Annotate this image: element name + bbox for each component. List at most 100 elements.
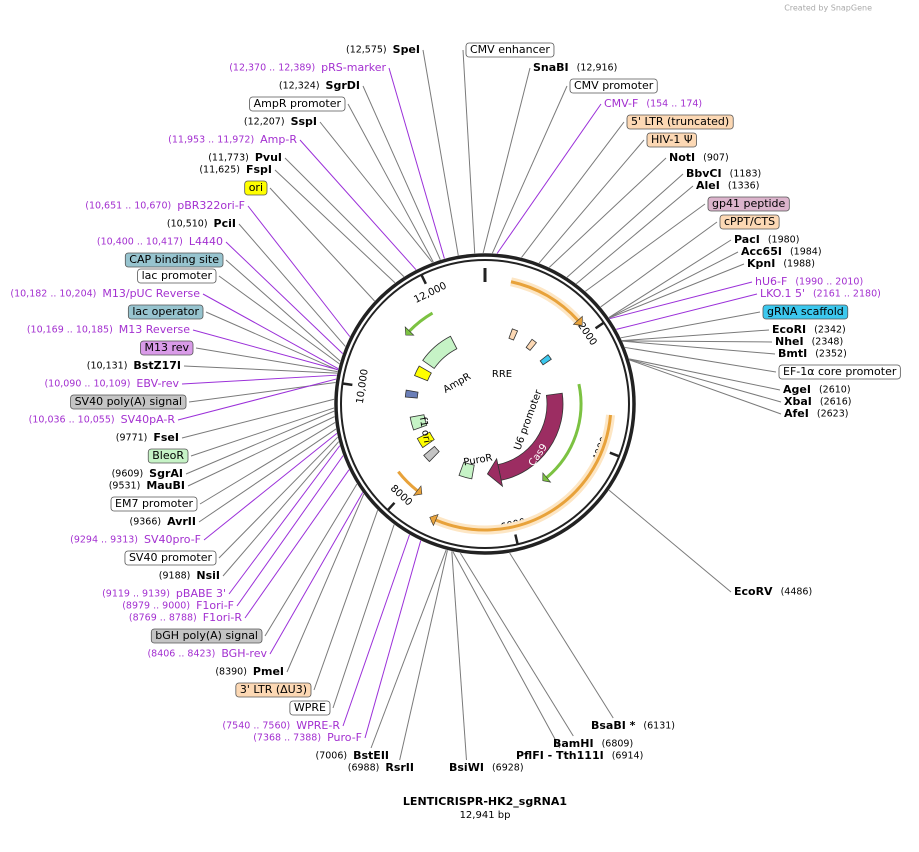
feature-name: AmpR (442, 371, 473, 395)
small-orange-arc-head (412, 485, 423, 496)
position-label: (8390) (215, 667, 247, 678)
leader-line (332, 524, 395, 709)
feature-box (465, 42, 555, 58)
leader-line (284, 157, 405, 278)
leader-line (422, 49, 459, 256)
feature-label: CMV enhancer (470, 43, 550, 56)
leader-line (548, 157, 667, 268)
leader-line (205, 311, 339, 371)
position-label: (6809) (602, 739, 634, 750)
plasmid-size: 12,941 bp (460, 810, 511, 821)
site-label: AfeI (784, 407, 809, 420)
position-label: (12,370 .. 12,389) (229, 63, 315, 74)
ampr-band (422, 335, 458, 369)
feature-box (646, 132, 697, 148)
position-label: (9609) (112, 469, 144, 480)
feature-box (235, 682, 312, 698)
feature-name: f1 ori (417, 416, 432, 444)
position-label: (1990 .. 2010) (795, 277, 863, 288)
site-label: FspI (246, 163, 272, 176)
leader-line (575, 185, 694, 285)
primer-label: SV40pA-R (121, 413, 176, 426)
feature-label: CAP binding site (129, 253, 219, 266)
site-label: NotI (669, 151, 695, 164)
leader-line (183, 365, 338, 374)
site-label: Acc65I (741, 245, 782, 258)
feature-label: ori (249, 181, 263, 194)
feature-box (289, 700, 331, 716)
feature-box (70, 394, 187, 410)
position-label: (1980) (768, 235, 800, 246)
position-label: (10,036 .. 10,055) (29, 415, 115, 426)
feature-box (249, 96, 346, 112)
leader-line (202, 293, 339, 370)
position-label: (7540 .. 7560) (222, 721, 290, 732)
position-label: (9531) (109, 481, 141, 492)
site-label: XbaI (784, 395, 812, 408)
primer-label: M13 Reverse (119, 323, 190, 336)
ruler-tick (386, 501, 396, 512)
feature-label: bGH poly(A) signal (155, 629, 258, 642)
leader-line (459, 552, 574, 737)
feature-label: EM7 promoter (115, 497, 193, 510)
leader-line (629, 358, 782, 403)
ruler-label: 10,000 (355, 368, 371, 404)
green-arc (545, 383, 583, 479)
leader-line (608, 251, 739, 319)
leader-line (624, 346, 777, 373)
leader-line (388, 67, 445, 259)
ruler-label: 12,000 (412, 281, 448, 306)
feature-box (778, 364, 901, 380)
inner-ring (340, 259, 630, 549)
position-label: (2352) (815, 349, 847, 360)
site-label: SgrDI (326, 79, 360, 92)
leader-line (192, 329, 339, 371)
primer-label: Puro-F (327, 731, 362, 744)
site-label: SnaBI (533, 61, 569, 74)
feature-box (147, 448, 189, 464)
leader-line (364, 540, 422, 739)
leader-line (566, 173, 684, 278)
feature-box (124, 252, 224, 268)
primer-label: M13/pUC Reverse (102, 287, 200, 300)
ruler-tick (342, 382, 353, 387)
leader-line (199, 421, 336, 505)
site-label: SgrAI (149, 467, 183, 480)
position-label: (11,773) (208, 153, 249, 164)
leader-line (509, 552, 614, 719)
outer-ring (334, 253, 636, 555)
site-label: AgeI (783, 383, 811, 396)
position-label: (6914) (612, 751, 644, 762)
ruler-tick (594, 321, 605, 330)
leader-line (622, 329, 770, 342)
feature-label: AmpR promoter (254, 97, 342, 110)
leader-line (370, 549, 447, 749)
position-label: (907) (703, 153, 729, 164)
position-label: (2348) (812, 337, 844, 348)
credit: Created by SnapGene (784, 4, 872, 13)
position-label: (2161 .. 2180) (813, 289, 881, 300)
leader-line (622, 340, 776, 355)
lac-band (404, 389, 419, 399)
leader-line (462, 49, 476, 254)
green-arc-top (408, 311, 434, 333)
rre-band (508, 328, 519, 341)
position-label: (9771) (116, 433, 148, 444)
site-label: BbvCI (686, 167, 722, 180)
position-label: (2610) (819, 385, 851, 396)
feature-box (127, 304, 204, 320)
leader-line (218, 275, 340, 365)
site-label: SspI (291, 115, 317, 128)
position-label: (11,953 .. 11,972) (168, 135, 254, 146)
leader-line (628, 358, 781, 391)
polya-band (423, 445, 440, 463)
feature-name: RRE (492, 369, 512, 380)
leader-line (313, 510, 379, 691)
position-label: (11,625) (199, 165, 240, 176)
feature-box (244, 180, 268, 196)
leader-line (482, 67, 531, 254)
leader-line (222, 441, 340, 577)
primer-label: pRS-marker (321, 61, 386, 74)
feature-label: gp41 peptide (712, 197, 786, 210)
